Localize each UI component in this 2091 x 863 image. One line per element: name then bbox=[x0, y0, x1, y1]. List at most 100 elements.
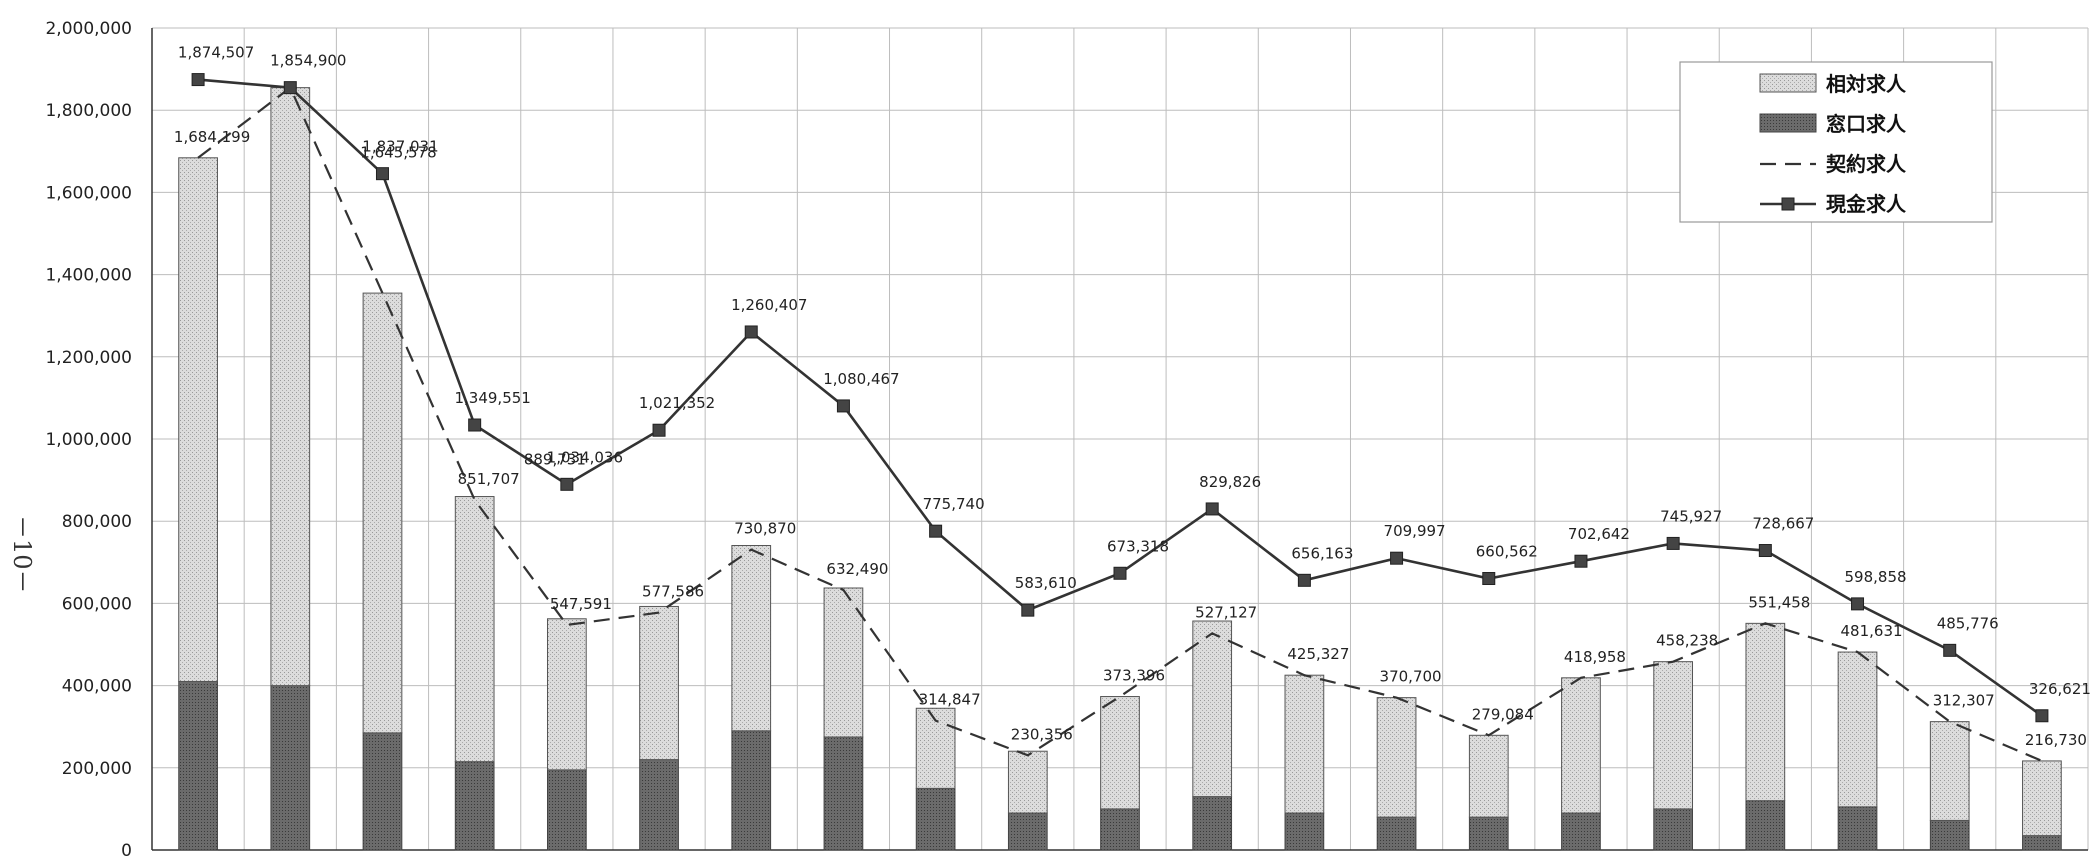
data-label-cash: 583,610 bbox=[1015, 574, 1077, 592]
data-label-cash: 485,776 bbox=[1937, 614, 1999, 632]
data-label-cash: 829,826 bbox=[1199, 473, 1261, 491]
data-label-contract: 577,586 bbox=[642, 583, 704, 601]
data-label-contract: 547,591 bbox=[550, 595, 612, 613]
bar-window bbox=[270, 685, 311, 851]
y-tick-label: 200,000 bbox=[62, 759, 132, 779]
data-label-cash: 1,080,467 bbox=[823, 370, 899, 388]
bar-relative bbox=[1007, 750, 1048, 814]
bar-window bbox=[454, 761, 495, 851]
data-label-contract: 279,084 bbox=[1472, 705, 1534, 723]
markers bbox=[191, 73, 2049, 723]
y-tick-label: 1,200,000 bbox=[45, 348, 132, 368]
bar-relative bbox=[1837, 651, 1878, 808]
data-label-contract: 418,958 bbox=[1564, 648, 1626, 666]
bar-relative bbox=[2022, 760, 2062, 837]
bar-relative bbox=[1653, 661, 1694, 810]
data-label-contract: 481,631 bbox=[1841, 622, 1903, 640]
y-tick-label: 600,000 bbox=[62, 594, 132, 614]
marker-cash bbox=[191, 73, 205, 87]
y-tick-label: 2,000,000 bbox=[45, 19, 132, 39]
data-label-cash: 598,858 bbox=[1845, 568, 1907, 586]
bar-relative bbox=[1468, 734, 1509, 818]
data-labels: 1,874,507 1,854,900 1,837,031 1,349,551 1,03… bbox=[174, 44, 2091, 749]
data-label-contract: 458,238 bbox=[1656, 632, 1718, 650]
bar-window bbox=[823, 736, 864, 851]
marker-cash bbox=[1943, 643, 1957, 657]
data-label-cash: 709,997 bbox=[1384, 522, 1446, 540]
bar-relative bbox=[639, 605, 679, 761]
legend-label: 現金求人 bbox=[1826, 192, 1907, 216]
data-label-contract: 730,870 bbox=[734, 520, 796, 538]
legend-label: 窓口求人 bbox=[1826, 112, 1907, 136]
data-label-cash: 326,621 bbox=[2029, 680, 2091, 698]
marker-cash bbox=[283, 81, 297, 95]
data-label-contract: 230,356 bbox=[1011, 725, 1073, 743]
marker-cash bbox=[1113, 566, 1127, 580]
legend-swatch-window bbox=[1759, 113, 1817, 133]
bar-relative bbox=[1192, 620, 1233, 798]
marker-cash bbox=[560, 477, 574, 491]
data-label-contract: 527,127 bbox=[1195, 603, 1257, 621]
marker-cash bbox=[1482, 572, 1496, 586]
bar-relative bbox=[1929, 721, 1970, 821]
bar-relative bbox=[1745, 622, 1786, 802]
marker-cash bbox=[1851, 597, 1865, 611]
bar-relative bbox=[731, 545, 772, 732]
marker-cash bbox=[652, 423, 666, 437]
bars bbox=[178, 87, 2062, 851]
bar-relative bbox=[823, 587, 864, 738]
data-label-cash: 728,667 bbox=[1752, 515, 1814, 533]
data-label-contract: 851,707 bbox=[458, 470, 520, 488]
data-label-contract: 312,307 bbox=[1933, 692, 1995, 710]
y-tick-label: 0 bbox=[121, 841, 132, 861]
data-label-contract: 216,730 bbox=[2025, 731, 2087, 749]
data-label-cash: 1,349,551 bbox=[454, 389, 530, 407]
marker-cash bbox=[744, 325, 758, 339]
data-label-cash: 702,642 bbox=[1568, 525, 1630, 543]
data-label-cash: 775,740 bbox=[923, 495, 985, 513]
data-label-contract: 551,458 bbox=[1748, 593, 1810, 611]
data-label-cash: 660,562 bbox=[1476, 543, 1538, 561]
bar-window bbox=[1007, 812, 1048, 851]
bar-window bbox=[1561, 812, 1601, 851]
bar-window bbox=[731, 730, 772, 851]
bar-window bbox=[1468, 816, 1509, 851]
bar-window bbox=[2022, 835, 2062, 851]
y-axis-ticks: 0 200,000 400,000 600,000 800,000 1,000,000 1,… bbox=[45, 19, 132, 861]
bar-window bbox=[915, 787, 956, 851]
y-tick-label: 1,400,000 bbox=[45, 266, 132, 286]
marker-cash bbox=[1390, 551, 1404, 565]
bar-relative bbox=[1376, 697, 1417, 818]
data-label-cash: 1,874,507 bbox=[178, 44, 254, 62]
data-label-extra: 889,731 bbox=[524, 450, 586, 468]
data-label-cash: 745,927 bbox=[1660, 507, 1722, 525]
page-number: －10－ bbox=[8, 515, 36, 594]
bar-relative bbox=[1100, 696, 1140, 810]
marker-cash bbox=[468, 418, 482, 432]
marker-cash bbox=[929, 524, 943, 538]
bar-window bbox=[1284, 812, 1325, 851]
bar-window bbox=[178, 680, 218, 851]
bar-relative bbox=[1561, 677, 1601, 814]
legend-label: 契約求人 bbox=[1825, 152, 1907, 176]
bar-window bbox=[1837, 806, 1878, 851]
grid bbox=[151, 27, 2089, 851]
marker-cash bbox=[375, 167, 389, 181]
bar-relative bbox=[270, 87, 311, 687]
bar-relative bbox=[178, 157, 218, 682]
data-label-cash: 1,837,031 bbox=[362, 138, 438, 156]
legend-swatch-relative bbox=[1759, 73, 1817, 93]
y-tick-label: 1,600,000 bbox=[45, 183, 132, 203]
bar-relative bbox=[546, 618, 587, 771]
y-tick-label: 1,800,000 bbox=[45, 101, 132, 121]
marker-cash bbox=[1205, 502, 1219, 516]
data-label-contract: 373,396 bbox=[1103, 667, 1165, 685]
data-label-cash: 1,021,352 bbox=[639, 394, 715, 412]
marker-cash bbox=[1666, 536, 1680, 550]
legend-marker-cash bbox=[1781, 197, 1795, 211]
marker-cash bbox=[1574, 554, 1588, 568]
data-label-cash: 1,034,036 bbox=[547, 448, 623, 466]
data-label-contract: 632,490 bbox=[826, 560, 888, 578]
